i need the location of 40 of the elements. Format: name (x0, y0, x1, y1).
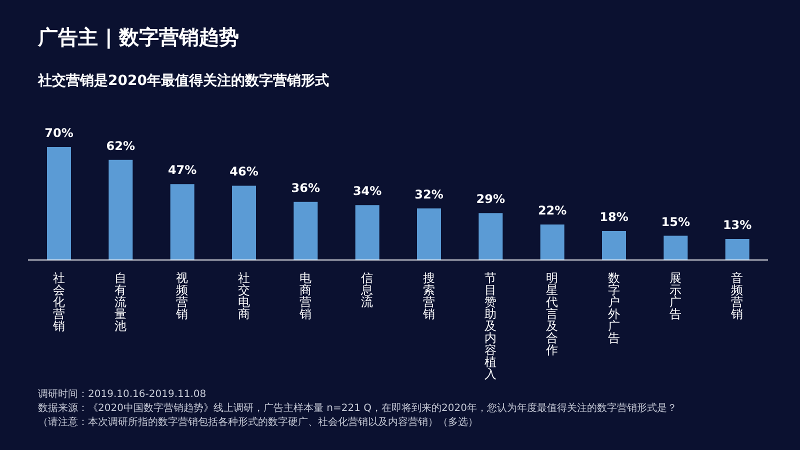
bar (478, 213, 503, 260)
bar (355, 205, 380, 260)
data-label: 62% (106, 138, 136, 153)
x-tick-label: 社会化营销 (52, 271, 65, 333)
data-label: 36% (291, 180, 320, 195)
x-tick-label: 展示广告 (670, 271, 682, 321)
x-tick-label: 视频营销 (175, 271, 188, 321)
data-label: 18% (600, 210, 628, 224)
data-label: 34% (352, 184, 382, 198)
category-label: 节目赞助及内容植入 (484, 271, 496, 381)
chart-title: 广告主 | 数字营销趋势 (38, 24, 240, 51)
bar (294, 202, 318, 260)
bar (232, 186, 256, 260)
source-note: 数据来源：《2020中国数字营销趋势》线上调研，广告主样本量 n=221 Q，在即将到来的2020年，您认为年度最值得关注的数字营销形式是？（请注意：本次调研所指的数字营销包括各种形式的数字硬广、社会化营销以及内容营销）（多选） (38, 402, 678, 430)
bar (540, 224, 564, 260)
bar (417, 208, 441, 260)
x-tick-label: 明星代言及合作 (545, 271, 558, 357)
bar (602, 230, 626, 260)
data-label: 22% (538, 203, 567, 218)
x-tick-label: 自有流量池 (114, 271, 126, 333)
x-tick-label: 信息流 (360, 271, 374, 309)
data-label: 70% (44, 126, 74, 140)
data-label: 15% (661, 214, 690, 229)
x-tick-label: 数字户外广告 (608, 271, 620, 345)
data-label: 29% (476, 192, 506, 206)
chart-subtitle: 社交营销是2020年最值得关注的数字营销形式 (38, 72, 329, 90)
x-tick-label: 电商营销 (298, 271, 312, 321)
bar (47, 147, 71, 260)
x-tick-label: 搜索营销 (422, 271, 435, 321)
text: 调研时间：2019.10.16-2019.11.08 (38, 388, 208, 402)
data-label: 46% (230, 164, 258, 179)
x-tick-label: 社交电商 (238, 271, 250, 321)
bar (664, 236, 688, 260)
data-label: 47% (168, 163, 197, 178)
x-tick-label: 音频营销 (730, 271, 744, 321)
bar (725, 239, 750, 260)
data-label: 13% (722, 218, 752, 232)
bar (108, 160, 133, 260)
data-label: 32% (414, 187, 444, 202)
bar (170, 184, 194, 260)
